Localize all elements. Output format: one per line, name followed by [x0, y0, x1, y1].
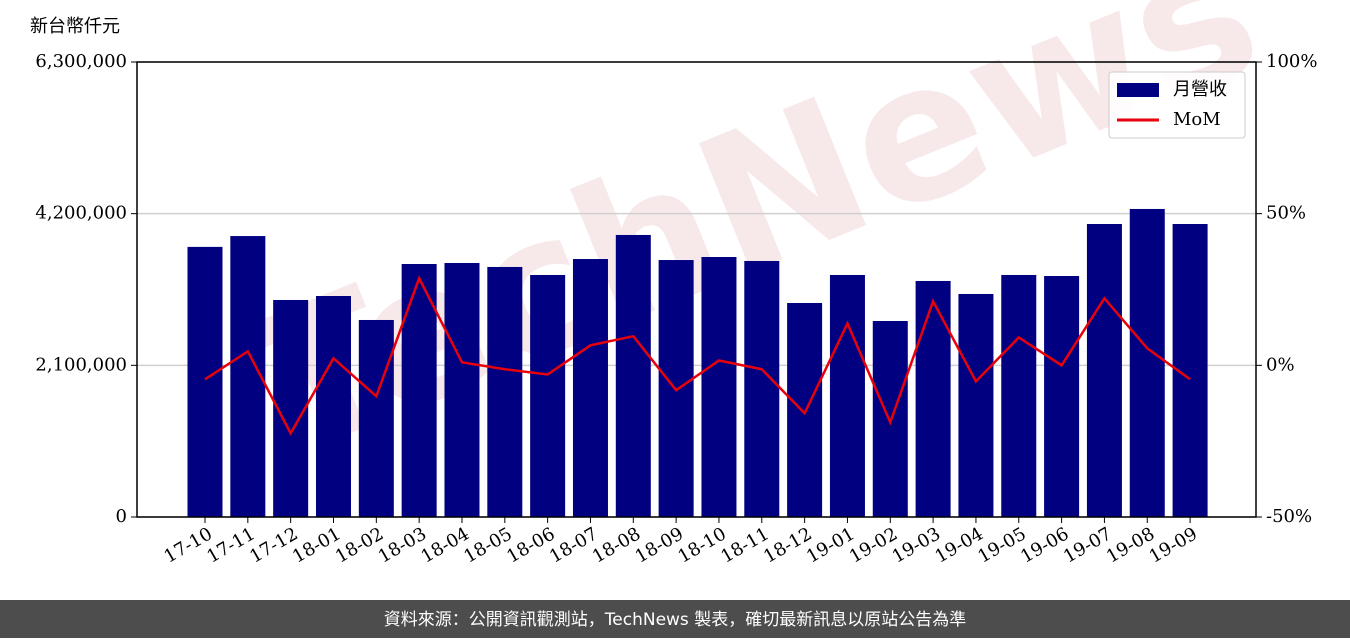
plot-frame: [136, 61, 1257, 518]
y-axis-title: 新台幣仟元: [30, 16, 120, 37]
x-tick-label: 19-09: [1146, 523, 1201, 567]
x-tick-label: 18-04: [418, 523, 473, 567]
x-tick-label: 19-03: [889, 523, 944, 567]
y2-tick-label: -50%: [1266, 506, 1312, 527]
bar: [1044, 275, 1080, 517]
y-tick-label: 2,100,000: [35, 354, 127, 375]
bar: [787, 303, 823, 517]
x-tick-label: 19-07: [1060, 523, 1115, 567]
bar: [358, 319, 394, 517]
bar: [1129, 208, 1165, 517]
x-tick-label: 17-12: [246, 523, 301, 567]
x-tick-label: 19-06: [1017, 523, 1072, 567]
legend-label: 月營收: [1173, 79, 1227, 100]
x-tick-label: 18-07: [546, 523, 601, 567]
bar: [1001, 274, 1037, 517]
x-tick-label: 19-04: [932, 523, 987, 567]
x-tick-label: 19-08: [1103, 523, 1158, 567]
y-tick-label: 0: [116, 506, 127, 527]
x-tick-label: 18-11: [717, 523, 772, 567]
x-tick-label: 18-03: [375, 523, 430, 567]
x-tick-label: 18-08: [589, 523, 644, 567]
bar: [915, 280, 951, 517]
y2-tick-label: 0%: [1266, 354, 1295, 375]
bar: [315, 296, 351, 517]
bar: [444, 262, 480, 517]
x-tick-label: 18-12: [760, 523, 815, 567]
bar: [401, 264, 437, 517]
bar: [187, 246, 223, 517]
bar: [230, 236, 266, 518]
bar: [744, 260, 780, 517]
y2-tick-label: 100%: [1266, 51, 1317, 72]
legend-swatch: [1117, 83, 1159, 97]
legend-label: MoM: [1173, 109, 1221, 130]
x-tick-label: 17-11: [203, 523, 258, 567]
x-tick-label: 18-10: [675, 523, 730, 567]
footer: 資料來源：公開資訊觀測站，TechNews 製表，確切最新訊息以原站公告為準: [384, 610, 966, 630]
footer-bar: [0, 600, 1350, 638]
x-tick-label: 19-05: [974, 523, 1029, 567]
bar: [572, 259, 608, 517]
x-tick-label: 18-06: [503, 523, 558, 567]
bar: [487, 266, 523, 517]
bar: [1086, 223, 1122, 517]
bar: [530, 274, 566, 517]
x-tick-label: 19-01: [803, 523, 858, 567]
x-tick-label: 17-10: [161, 523, 216, 567]
x-tick-label: 19-02: [846, 523, 901, 567]
x-tick-label: 18-02: [332, 523, 387, 567]
x-tick-label: 18-01: [289, 523, 344, 567]
y2-tick-label: 50%: [1266, 203, 1306, 224]
x-tick-label: 18-09: [632, 523, 687, 567]
y-tick-label: 4,200,000: [35, 203, 127, 224]
line: [204, 275, 1191, 436]
bar: [958, 293, 994, 517]
bar: [615, 234, 651, 517]
bar: [701, 257, 737, 517]
x-tick-label: 18-05: [460, 523, 515, 567]
y-tick-label: 6,300,000: [35, 51, 127, 72]
bar: [829, 274, 865, 517]
